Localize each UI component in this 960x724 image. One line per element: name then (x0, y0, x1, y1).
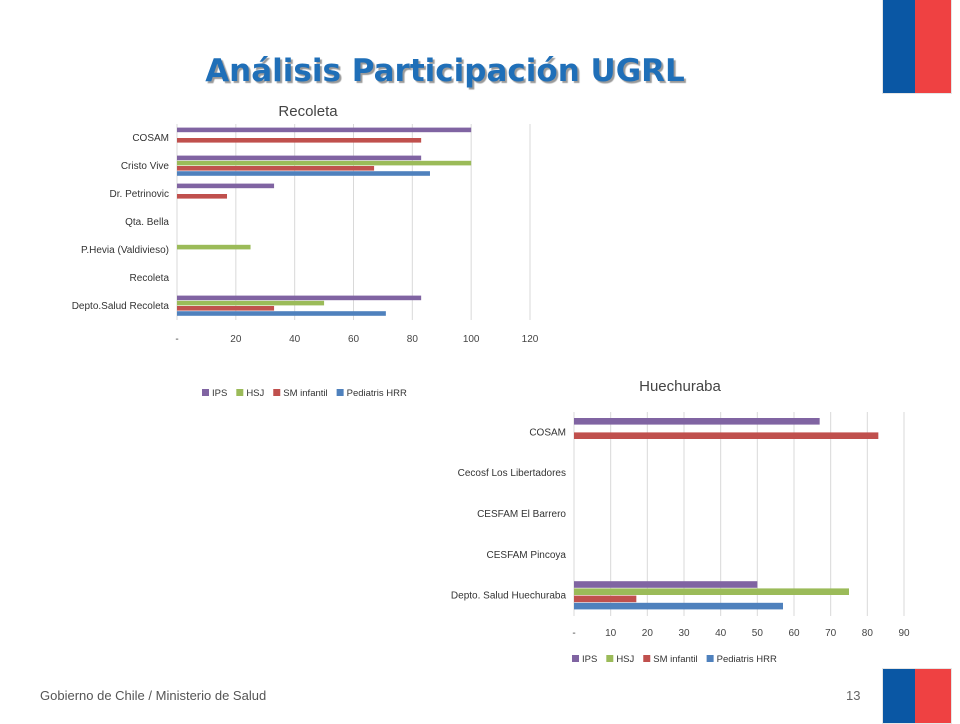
bar-sm-infantil (177, 166, 375, 171)
x-tick-label: 20 (642, 628, 654, 639)
bar-hsj (177, 160, 472, 166)
page-number: 13 (846, 688, 861, 703)
chile-flag-top (882, 0, 952, 94)
category-label: Cecosf Los Libertadores (458, 468, 566, 479)
x-tick-label: 10 (605, 628, 617, 639)
x-tick-label: 120 (522, 334, 539, 345)
x-tick-label: 90 (898, 628, 910, 639)
legend-label: HSJ (616, 654, 634, 665)
x-tick-label: - (572, 628, 575, 639)
legend-swatch (606, 655, 614, 662)
bar-sm-infantil (574, 595, 637, 603)
legend-label: Pediatris HRR (717, 654, 777, 665)
bar-ips (574, 418, 820, 425)
legend-swatch (706, 655, 714, 662)
category-label: Dr. Petrinovic (110, 189, 169, 200)
x-tick-label: 70 (825, 628, 837, 639)
bar-pediatris-hrr (177, 171, 430, 176)
flag-red-band (915, 0, 951, 93)
bar-hsj (177, 300, 325, 306)
bar-pediatris-hrr (177, 311, 386, 316)
x-tick-label: 50 (752, 628, 764, 639)
category-label: Depto. Salud Huechuraba (451, 591, 567, 602)
bar-sm-infantil (574, 432, 879, 439)
legend-label: IPS (212, 388, 227, 399)
category-label: COSAM (132, 133, 169, 144)
huechuraba-chart: Huechuraba - 10 20 30 40 50 60 70 80 90 COSAM Cecosf… (451, 378, 910, 665)
legend-swatch (643, 655, 651, 662)
chart-title: Recoleta (278, 103, 338, 120)
category-label: CESFAM Pincoya (487, 550, 567, 561)
category-label: Depto.Salud Recoleta (72, 301, 170, 312)
legend-swatch (273, 389, 281, 396)
x-tick-label: 80 (407, 334, 419, 345)
x-tick-label: 60 (348, 334, 360, 345)
legend-swatch (572, 655, 579, 662)
bar-ips (574, 581, 758, 588)
bar-pediatris-hrr (574, 602, 783, 610)
legend-label: Pediatris HRR (347, 388, 407, 399)
category-label: Cristo Vive (121, 161, 170, 172)
category-label: CESFAM El Barrero (477, 509, 566, 520)
bar-ips (177, 127, 472, 133)
x-tick-label: 40 (289, 334, 301, 345)
category-label: COSAM (529, 427, 566, 438)
bar-hsj (574, 588, 849, 595)
legend-swatch (202, 389, 209, 396)
footer-ministry: Gobierno de Chile / Ministerio de Salud (40, 688, 267, 703)
x-tick-label: 100 (463, 334, 480, 345)
legend-swatch (336, 389, 344, 396)
bar-ips (177, 155, 422, 161)
x-tick-label: 80 (862, 628, 874, 639)
category-label: Recoleta (130, 273, 170, 284)
chile-flag-bottom (882, 668, 952, 724)
legend-swatch (236, 389, 244, 396)
x-tick-label: - (175, 334, 178, 345)
category-label: Qta. Bella (125, 217, 169, 228)
legend-label: SM infantil (653, 654, 697, 665)
bar-sm-infantil (177, 138, 422, 143)
legend-label: HSJ (246, 388, 264, 399)
bar-hsj (177, 244, 251, 250)
x-tick-label: 40 (715, 628, 727, 639)
bar-sm-infantil (177, 194, 228, 199)
legend-label: IPS (582, 654, 597, 665)
slide-title: Análisis Participación UGRL (205, 53, 685, 89)
recoleta-chart: Recoleta - 20 40 60 80 100 120 COSAM Cristo Vive D… (72, 103, 539, 399)
flag-blue-band (883, 669, 915, 723)
category-label: P.Hevia (Valdivieso) (81, 245, 169, 256)
legend-label: SM infantil (283, 388, 327, 399)
bar-ips (177, 183, 275, 189)
flag-red-band (915, 669, 951, 723)
flag-blue-band (883, 0, 915, 93)
x-tick-label: 60 (788, 628, 800, 639)
bar-sm-infantil (177, 306, 275, 311)
x-tick-label: 20 (230, 334, 242, 345)
bar-ips (177, 295, 422, 301)
x-tick-label: 30 (678, 628, 690, 639)
chart-title: Huechuraba (639, 378, 721, 395)
